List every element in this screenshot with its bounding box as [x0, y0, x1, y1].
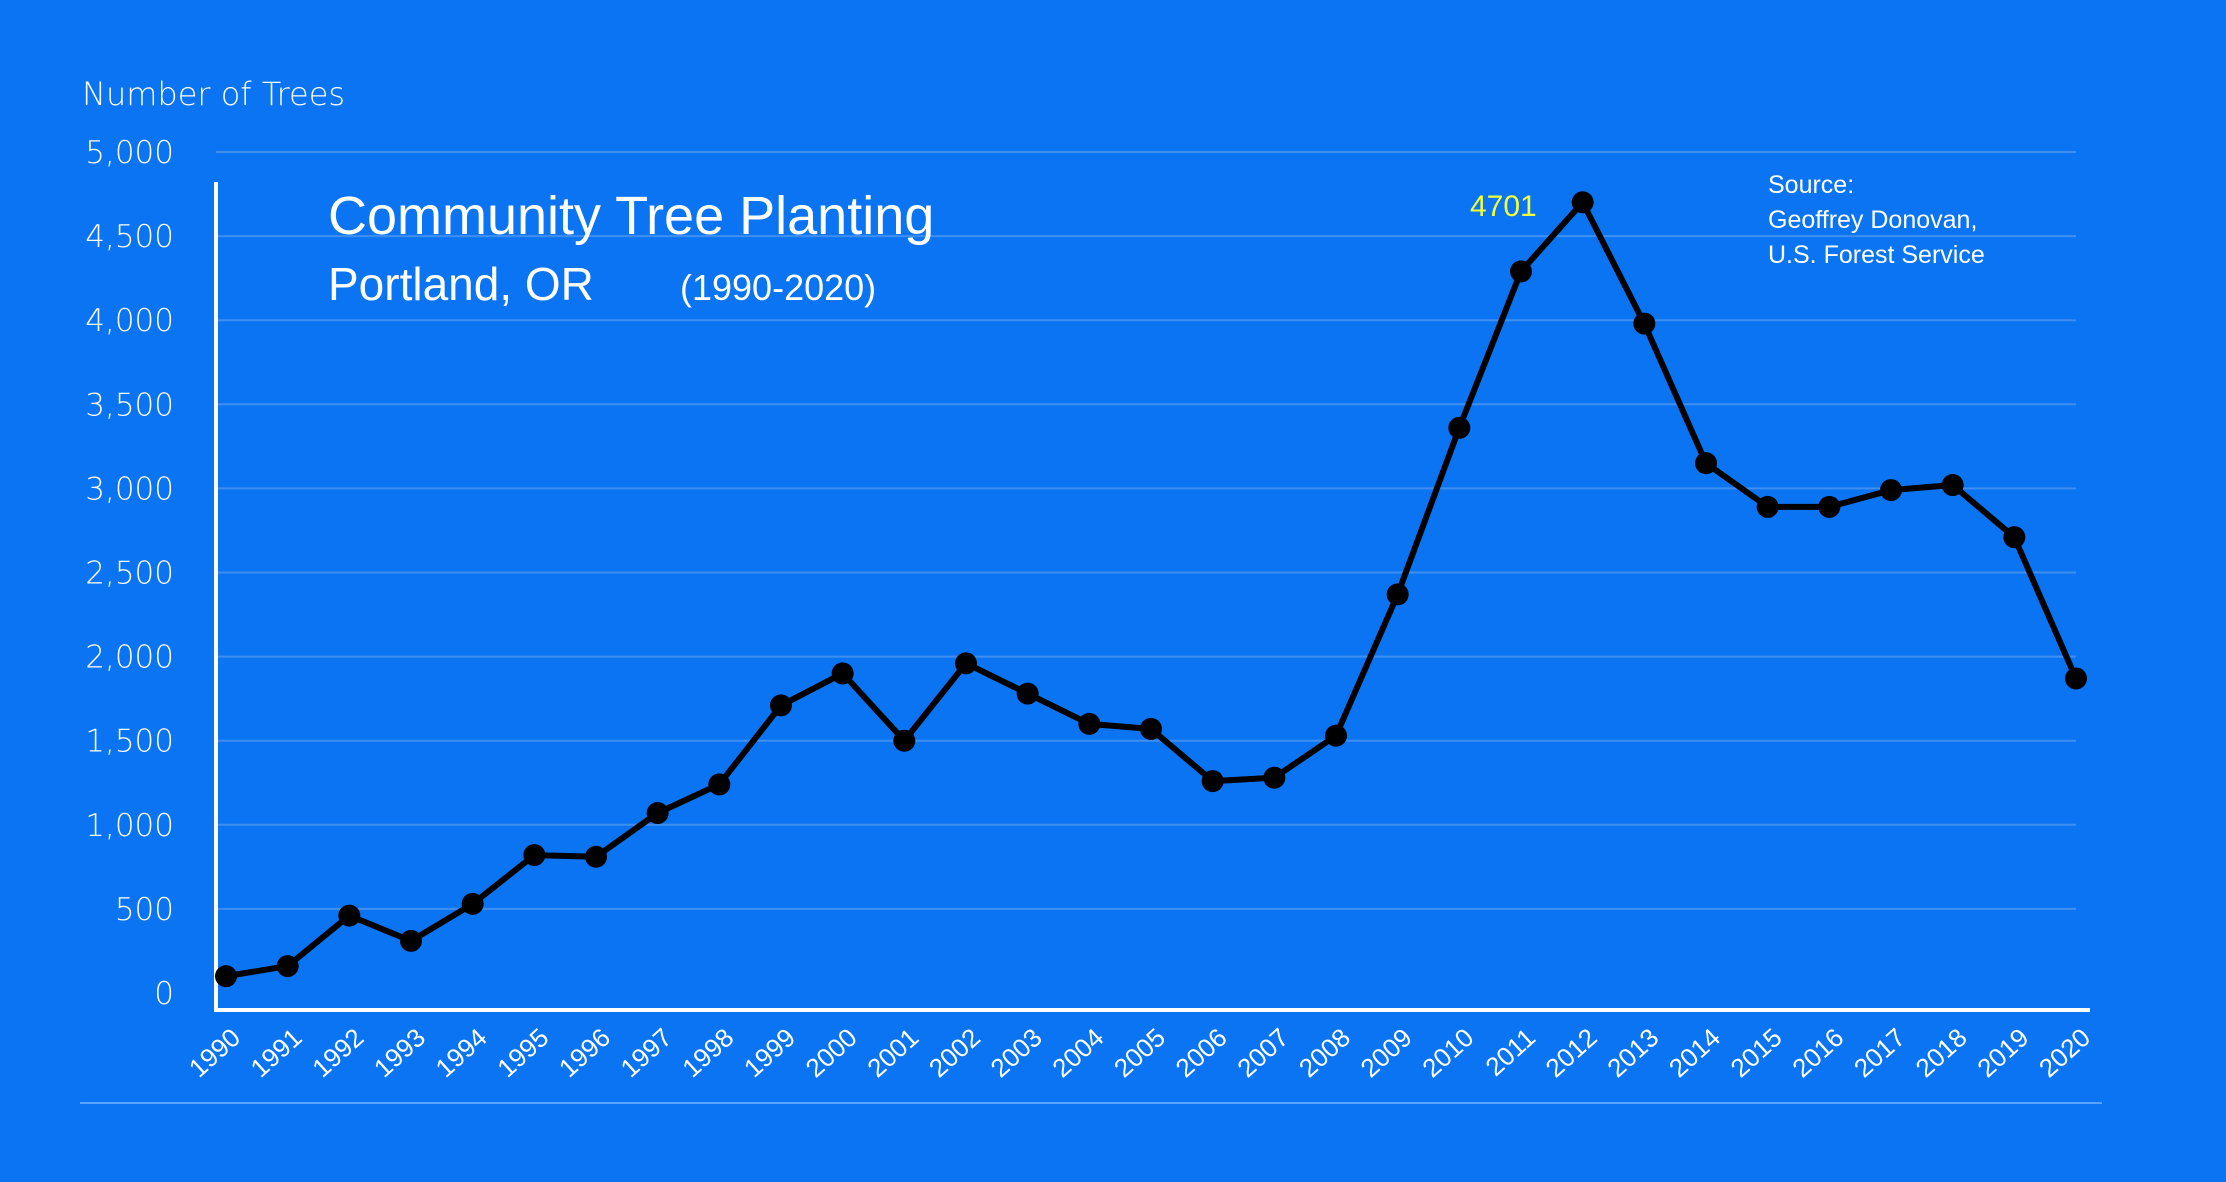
x-tick-label: 2004 — [1046, 1022, 1109, 1083]
x-tick-label: 2001 — [861, 1022, 924, 1083]
y-axis-title: Number of Trees — [82, 75, 345, 113]
x-tick-label: 2013 — [1601, 1022, 1664, 1083]
data-point-1990 — [215, 965, 237, 988]
x-tick-label: 1991 — [245, 1022, 308, 1083]
x-tick-label: 1999 — [738, 1022, 801, 1083]
x-tick-label: 1993 — [368, 1022, 431, 1083]
data-point-2013 — [1633, 312, 1656, 335]
y-tick-label: 0 — [154, 976, 174, 1012]
data-point-1997 — [646, 802, 669, 825]
chart-title: Community Tree Planting — [328, 186, 934, 246]
data-point-2002 — [955, 652, 977, 675]
x-tick-label: 2018 — [1910, 1022, 1973, 1083]
y-tick-label: 1,000 — [85, 808, 174, 844]
data-point-2003 — [1016, 682, 1039, 705]
x-tick-label: 1996 — [553, 1022, 616, 1083]
data-point-2020 — [2065, 667, 2087, 690]
data-point-1991 — [276, 955, 299, 978]
x-tick-label: 2005 — [1108, 1022, 1171, 1083]
data-point-1998 — [708, 773, 731, 796]
series-trees-planted — [215, 191, 2087, 988]
x-tick-label: 2009 — [1355, 1022, 1418, 1083]
x-tick-label: 2008 — [1293, 1022, 1356, 1083]
data-point-1995 — [523, 844, 546, 867]
x-tick-label: 2002 — [923, 1022, 986, 1083]
chart-subtitle-years: (1990-2020) — [680, 267, 876, 308]
data-point-2005 — [1140, 717, 1162, 740]
x-tick-label: 2000 — [800, 1022, 863, 1083]
data-point-1993 — [400, 929, 422, 952]
x-tick-labels: 1990199119921993199419951996199719981999… — [183, 1022, 2096, 1083]
y-tick-label: 3,500 — [85, 387, 174, 423]
source-line-2: Geoffrey Donovan, — [1768, 206, 1977, 234]
data-point-2009 — [1386, 583, 1409, 606]
data-point-2007 — [1263, 766, 1286, 789]
axes — [80, 182, 2102, 1104]
chart-subtitle-place: Portland, OR — [328, 258, 594, 310]
y-tick-label: 4,000 — [85, 303, 174, 339]
x-tick-label: 2017 — [1848, 1022, 1911, 1083]
y-tick-label: 5,000 — [85, 135, 174, 171]
data-point-2014 — [1695, 452, 1717, 475]
series-line — [223, 199, 2079, 980]
x-tick-label: 2010 — [1416, 1022, 1479, 1083]
x-tick-label: 2012 — [1540, 1022, 1603, 1083]
data-point-2018 — [1941, 474, 1964, 497]
source-line-1: Source: — [1768, 171, 1854, 199]
data-point-2016 — [1818, 495, 1841, 518]
data-point-2017 — [1880, 479, 1902, 502]
x-tick-label: 1994 — [430, 1022, 493, 1083]
y-tick-labels: 0 500 1,000 1,500 2,000 2,500 3,000 3,500 4,000 4… — [85, 135, 174, 1012]
x-tick-label: 1992 — [306, 1022, 369, 1083]
data-point-2008 — [1325, 724, 1347, 747]
data-point-2006 — [1201, 770, 1224, 793]
x-tick-label: 2014 — [1663, 1022, 1726, 1083]
data-point-1994 — [461, 892, 484, 915]
source-line-3: U.S. Forest Service — [1768, 241, 1985, 269]
data-point-1996 — [585, 845, 607, 868]
y-tick-label: 3,000 — [85, 471, 174, 507]
data-point-2012 — [1571, 191, 1594, 214]
x-tick-label: 2011 — [1479, 1022, 1541, 1082]
x-tick-label: 2007 — [1231, 1022, 1294, 1083]
data-point-2011 — [1510, 260, 1532, 283]
y-tick-label: 2,000 — [85, 640, 174, 676]
data-point-1992 — [338, 904, 361, 927]
peak-data-label: 4701 — [1470, 190, 1537, 223]
x-tick-label: 2019 — [1971, 1022, 2034, 1083]
x-tick-label: 2016 — [1786, 1022, 1849, 1083]
x-tick-label: 1997 — [615, 1022, 678, 1083]
x-tick-label: 2003 — [985, 1022, 1048, 1083]
x-tick-label: 2006 — [1170, 1022, 1233, 1083]
data-point-2004 — [1078, 712, 1101, 735]
x-tick-label: 2020 — [2033, 1022, 2096, 1083]
y-tick-label: 500 — [115, 892, 174, 928]
data-point-2019 — [2003, 526, 2026, 549]
data-point-2010 — [1448, 416, 1471, 439]
y-tick-label: 1,500 — [85, 724, 174, 760]
y-tick-label: 2,500 — [85, 556, 174, 592]
x-tick-label: 1990 — [183, 1022, 246, 1083]
data-point-1999 — [770, 694, 792, 717]
x-tick-label: 2015 — [1725, 1022, 1788, 1083]
data-point-2015 — [1756, 495, 1779, 518]
y-tick-label: 4,500 — [85, 219, 174, 255]
data-point-2001 — [893, 729, 916, 752]
data-point-2000 — [831, 662, 854, 685]
x-tick-label: 1995 — [491, 1022, 554, 1083]
gridlines — [216, 151, 2076, 910]
x-tick-label: 1998 — [676, 1022, 739, 1083]
